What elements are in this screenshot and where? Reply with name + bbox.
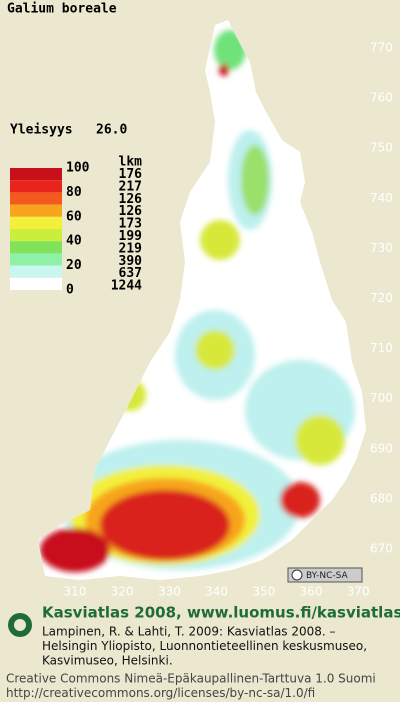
y-grid-label: 720 <box>370 291 393 305</box>
frequency-value: 26.0 <box>96 123 127 138</box>
legend-count: 219 <box>119 241 142 256</box>
legend: 100806040200lkm1762171261261731992193906… <box>10 155 142 298</box>
legend-count: 217 <box>119 179 142 194</box>
x-grid-label: 330 <box>158 585 181 599</box>
species-title: Galium boreale <box>7 2 117 17</box>
legend-scale-label: 20 <box>66 258 82 273</box>
y-grid-label: 680 <box>370 491 393 505</box>
legend-swatch <box>10 216 62 229</box>
y-grid-label: 670 <box>370 542 393 556</box>
footer: Lampinen, R. & Lahti, T. 2009: Kasviatla… <box>6 625 376 701</box>
legend-count: 126 <box>119 204 143 219</box>
legend-swatch <box>10 204 62 217</box>
legend-scale-label: 80 <box>66 185 82 200</box>
legend-scale-label: 100 <box>66 161 90 176</box>
legend-count: 390 <box>119 254 143 269</box>
citation-line: Kasvimuseo, Helsinki. <box>42 654 173 668</box>
legend-count: 126 <box>119 192 143 207</box>
legend-swatch <box>10 180 62 193</box>
y-grid-label: 750 <box>370 141 393 155</box>
legend-swatch <box>10 229 62 242</box>
y-grid-label: 690 <box>370 441 393 455</box>
license-line: Creative Commons Nimeä-Epäkaupallinen-Ta… <box>6 672 376 686</box>
legend-scale-label: 40 <box>66 234 82 249</box>
license-badge: BY-NC-SA <box>287 567 363 583</box>
legend-scale-label: 0 <box>66 283 74 298</box>
legend-count: 176 <box>119 167 143 182</box>
y-grid-label: 700 <box>370 391 393 405</box>
citation-line: Helsingin Yliopisto, Luonnontieteellinen… <box>42 639 367 653</box>
x-grid-label: 370 <box>347 585 370 599</box>
x-grid-label: 320 <box>111 585 134 599</box>
legend-swatch <box>10 277 62 290</box>
y-grid-label: 710 <box>370 341 393 355</box>
legend-swatch <box>10 192 62 205</box>
x-grid-label: 350 <box>252 585 275 599</box>
citation-line: Lampinen, R. & Lahti, T. 2009: Kasviatla… <box>42 625 336 639</box>
legend-count: 173 <box>119 217 142 232</box>
license-line: http://creativecommons.org/licenses/by-n… <box>6 686 315 700</box>
legend-swatch <box>10 265 62 278</box>
y-grid-label: 770 <box>370 41 393 55</box>
license-badge-text: BY-NC-SA <box>306 571 349 581</box>
x-grid-label: 310 <box>64 585 87 599</box>
legend-count-header: lkm <box>119 155 143 170</box>
legend-count: 637 <box>119 266 142 281</box>
y-grid-label: 760 <box>370 91 393 105</box>
logo <box>8 613 32 637</box>
legend-count: 1244 <box>111 279 142 294</box>
grid-labels: 770 760 750 740 730 720 710 700 690 680 670 310 320 3… <box>64 41 393 599</box>
frequency-label: Yleisyys <box>10 123 73 138</box>
legend-count: 199 <box>119 229 142 244</box>
finland-map <box>38 20 366 580</box>
legend-swatch <box>10 241 62 254</box>
x-grid-label: 340 <box>205 585 228 599</box>
x-grid-label: 360 <box>300 585 323 599</box>
legend-swatch <box>10 168 62 181</box>
y-grid-label: 730 <box>370 241 393 255</box>
brand-line: Kasviatlas 2008, www.luomus.fi/kasviatla… <box>42 604 400 622</box>
legend-scale-label: 60 <box>66 209 82 224</box>
y-grid-label: 740 <box>370 191 393 205</box>
legend-swatch <box>10 253 62 266</box>
